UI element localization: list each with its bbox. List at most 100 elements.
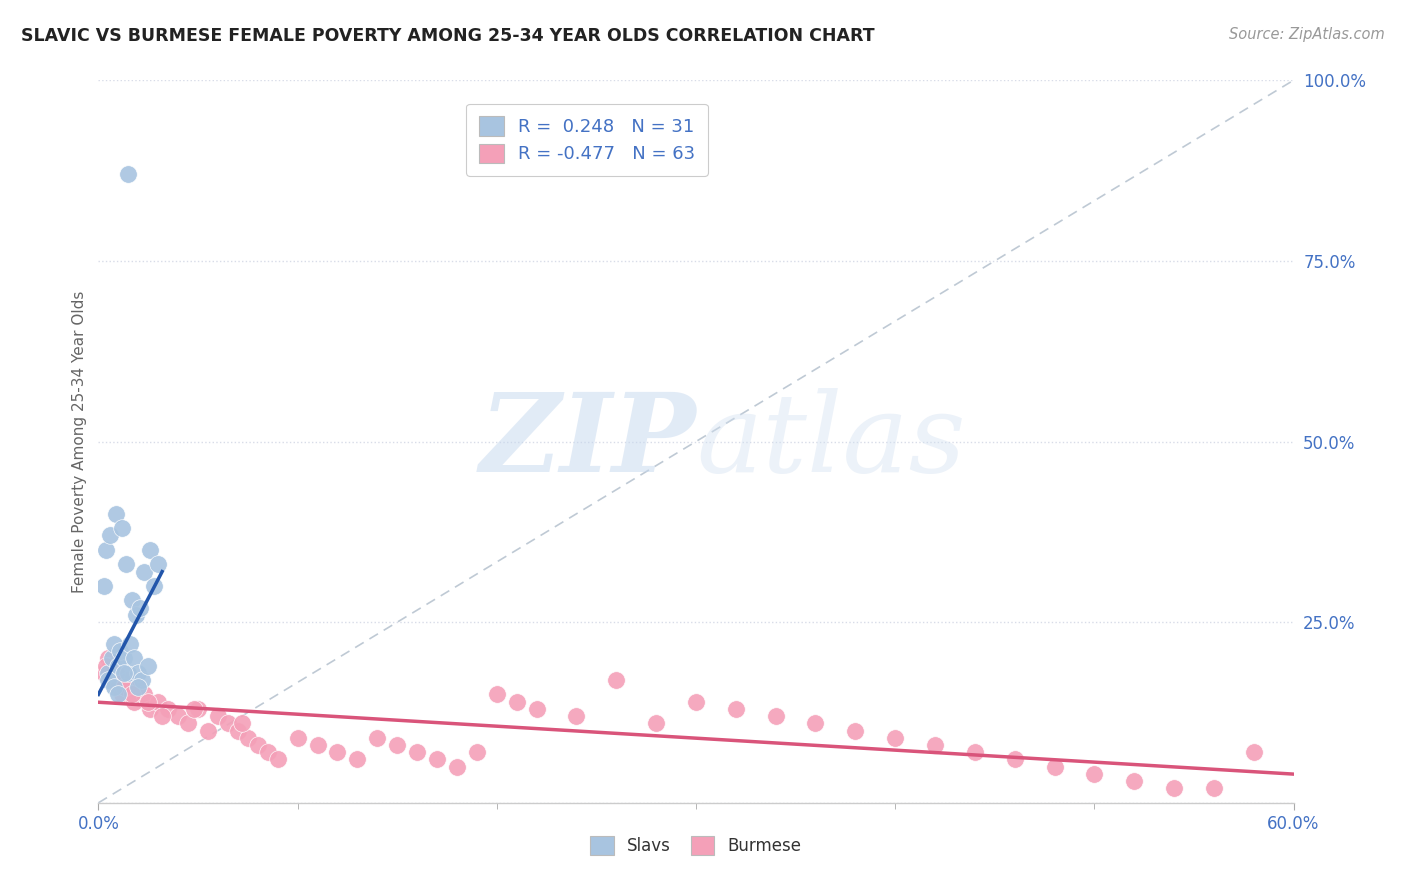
Point xyxy=(127,680,149,694)
Point xyxy=(307,738,329,752)
Point xyxy=(148,695,170,709)
Point xyxy=(103,637,125,651)
Point xyxy=(884,731,907,745)
Point xyxy=(183,702,205,716)
Point xyxy=(111,687,134,701)
Point xyxy=(385,738,409,752)
Point xyxy=(217,716,239,731)
Point xyxy=(139,702,162,716)
Point xyxy=(127,680,149,694)
Point xyxy=(1202,781,1225,796)
Point xyxy=(93,579,115,593)
Point xyxy=(103,680,125,694)
Point xyxy=(98,658,122,673)
Point xyxy=(366,731,388,745)
Point xyxy=(131,673,153,687)
Point xyxy=(1123,774,1146,789)
Point xyxy=(267,752,290,766)
Point xyxy=(167,709,190,723)
Point xyxy=(107,680,129,694)
Point xyxy=(231,716,253,731)
Point xyxy=(124,651,146,665)
Point xyxy=(96,542,118,557)
Point xyxy=(105,665,128,680)
Point xyxy=(157,702,180,716)
Point xyxy=(121,593,143,607)
Point xyxy=(685,695,707,709)
Point xyxy=(765,709,787,723)
Point xyxy=(565,709,588,723)
Point xyxy=(287,731,309,745)
Point xyxy=(134,687,156,701)
Point xyxy=(148,558,170,572)
Point xyxy=(134,565,156,579)
Point xyxy=(97,665,120,680)
Point xyxy=(112,665,135,680)
Point xyxy=(207,709,229,723)
Point xyxy=(226,723,249,738)
Point xyxy=(446,760,468,774)
Point xyxy=(103,673,125,687)
Point xyxy=(110,644,132,658)
Point xyxy=(844,723,866,738)
Point xyxy=(117,673,139,687)
Point xyxy=(143,579,166,593)
Point xyxy=(197,723,219,738)
Point xyxy=(187,702,209,716)
Text: SLAVIC VS BURMESE FEMALE POVERTY AMONG 25-34 YEAR OLDS CORRELATION CHART: SLAVIC VS BURMESE FEMALE POVERTY AMONG 2… xyxy=(21,27,875,45)
Point xyxy=(124,695,146,709)
Point xyxy=(98,528,122,542)
Point xyxy=(246,738,269,752)
Point xyxy=(120,637,142,651)
Text: ZIP: ZIP xyxy=(479,388,696,495)
Point xyxy=(1083,767,1105,781)
Legend: Slavs, Burmese: Slavs, Burmese xyxy=(579,825,813,867)
Point xyxy=(111,521,134,535)
Point xyxy=(112,651,135,665)
Point xyxy=(426,752,449,766)
Point xyxy=(605,673,627,687)
Point xyxy=(117,167,139,181)
Text: Source: ZipAtlas.com: Source: ZipAtlas.com xyxy=(1229,27,1385,42)
Point xyxy=(256,745,278,759)
Point xyxy=(136,695,159,709)
Point xyxy=(645,716,668,731)
Point xyxy=(326,745,349,759)
Point xyxy=(112,680,135,694)
Point xyxy=(406,745,429,759)
Point xyxy=(107,687,129,701)
Point xyxy=(115,558,138,572)
Point xyxy=(125,607,148,622)
Point xyxy=(139,542,162,557)
Point xyxy=(1243,745,1265,759)
Point xyxy=(105,507,128,521)
Point xyxy=(136,658,159,673)
Point xyxy=(724,702,747,716)
Point xyxy=(924,738,946,752)
Point xyxy=(121,687,143,701)
Point xyxy=(107,658,129,673)
Point xyxy=(97,673,120,687)
Point xyxy=(526,702,548,716)
Point xyxy=(236,731,259,745)
Point xyxy=(465,745,488,759)
Point xyxy=(127,665,149,680)
Point xyxy=(150,709,173,723)
Point xyxy=(963,745,986,759)
Point xyxy=(97,651,120,665)
Point xyxy=(101,651,124,665)
Point xyxy=(93,665,115,680)
Point xyxy=(96,658,118,673)
Point xyxy=(1004,752,1026,766)
Point xyxy=(117,665,139,680)
Point xyxy=(506,695,529,709)
Point xyxy=(1043,760,1066,774)
Point xyxy=(485,687,508,701)
Point xyxy=(1163,781,1185,796)
Point xyxy=(177,716,200,731)
Y-axis label: Female Poverty Among 25-34 Year Olds: Female Poverty Among 25-34 Year Olds xyxy=(72,291,87,592)
Point xyxy=(129,600,152,615)
Text: atlas: atlas xyxy=(696,388,966,495)
Point xyxy=(346,752,368,766)
Point xyxy=(804,716,827,731)
